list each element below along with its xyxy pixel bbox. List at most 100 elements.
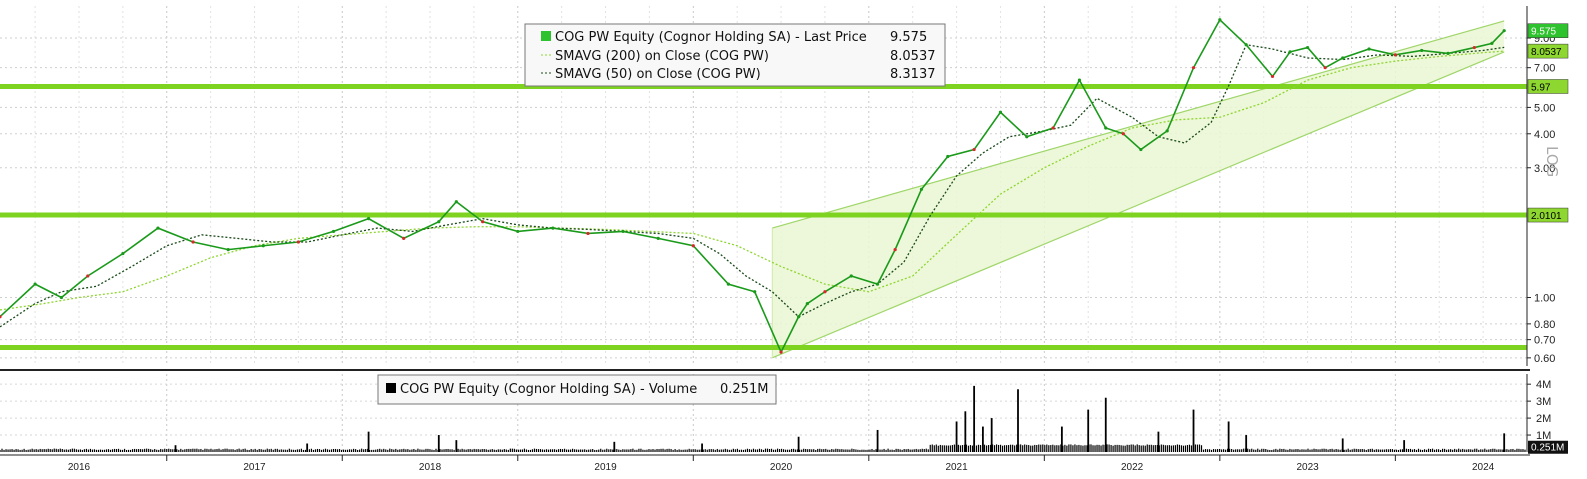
price-point [893, 248, 897, 252]
price-point [823, 290, 827, 294]
sma200-legend-value: 8.0537 [890, 49, 936, 64]
channel-upper-line [772, 20, 1505, 229]
price-point [1077, 78, 1082, 82]
log-scale-label: LOG [1543, 146, 1561, 177]
price-legend-value: 9.575 [890, 30, 927, 45]
x-tick-label: 2022 [1121, 462, 1144, 473]
price-point [33, 282, 37, 286]
x-tick-label: 2020 [770, 462, 793, 473]
price-point [1367, 47, 1371, 51]
volume-grid [0, 374, 1527, 452]
channel-lower-line [772, 51, 1505, 359]
price-point [1244, 43, 1248, 47]
price-point [621, 229, 625, 234]
sma200-legend-text: SMAVG (200) on Close (COG PW) [555, 49, 769, 64]
price-point [454, 200, 458, 204]
sma50-legend-value: 8.3137 [890, 67, 936, 82]
price-point [998, 110, 1003, 114]
x-axis: 2016 2017 2018 2019 2020 2021 2022 2023 2024 [68, 455, 1495, 473]
price-point [1472, 45, 1476, 50]
price-y-tick-label: 3.00 [1534, 163, 1555, 175]
price-point [1025, 135, 1029, 139]
price-point [1051, 126, 1055, 130]
price-point [1502, 29, 1506, 33]
price-point [946, 154, 950, 159]
price-point [331, 229, 336, 234]
price-point [1121, 132, 1125, 136]
price-point [366, 217, 371, 221]
price-y-tick-label: 0.70 [1534, 335, 1555, 347]
price-legend: COG PW Equity (Cognor Holding SA) - Last… [524, 23, 946, 87]
volume-value-tag-text: 0.251M [1531, 443, 1564, 454]
x-tick-label: 2019 [594, 462, 617, 473]
price-point [779, 350, 783, 354]
price-y-tick-label: 0.60 [1534, 353, 1555, 365]
price-point [691, 244, 695, 248]
value-tags: 9.575 8.0537 5.97 2.0101 [1527, 23, 1569, 223]
price-point [726, 282, 730, 286]
trend-channel [771, 20, 1505, 359]
price-y-tick-label: 0.80 [1534, 319, 1555, 331]
value-tag-box [1527, 23, 1569, 38]
price-point [437, 220, 441, 224]
x-tick-label: 2016 [68, 462, 91, 473]
price-point [1165, 129, 1169, 133]
price-point [1306, 45, 1310, 50]
volume-value-tag-box [1528, 440, 1568, 454]
price-legend-text: COG PW Equity (Cognor Holding SA) - Last… [555, 30, 867, 45]
volume-bars [0, 385, 1526, 452]
price-point [156, 226, 160, 230]
x-tick-label: 2018 [419, 462, 442, 473]
price-point [753, 290, 757, 294]
price-point [551, 226, 555, 230]
price-point [1446, 51, 1450, 55]
price-point [805, 301, 809, 306]
volume-y-tick-label: 3M [1536, 396, 1551, 408]
x-tick-label: 2023 [1296, 462, 1319, 473]
price-point [121, 252, 125, 256]
price-y-tick-label: 5.00 [1534, 102, 1555, 114]
price-point [919, 187, 924, 191]
volume-legend-swatch [386, 383, 396, 393]
price-point [849, 274, 853, 278]
price-point [1139, 147, 1143, 152]
volume-legend-text: COG PW Equity (Cognor Holding SA) - Volu… [400, 382, 697, 397]
price-legend-box [524, 23, 946, 87]
price-point [296, 240, 300, 244]
sma50-legend-text: SMAVG (50) on Close (COG PW) [555, 67, 761, 82]
price-point [1393, 53, 1397, 57]
value-tag-box [1527, 207, 1569, 223]
volume-legend: COG PW Equity (Cognor Holding SA) - Volu… [377, 374, 777, 405]
price-point [1191, 66, 1196, 70]
price-point [875, 282, 880, 286]
price-point [481, 220, 485, 224]
price-point [1288, 50, 1292, 54]
price-point [1218, 18, 1222, 22]
price-y-axis: 9.007.005.004.003.001.000.800.700.60 [1526, 6, 1555, 366]
price-panel: 9.007.005.004.003.001.000.800.700.60 9.5… [0, 6, 1569, 366]
price-point [1270, 74, 1275, 79]
volume-y-tick-label: 1M [1536, 430, 1551, 442]
price-legend-swatch [541, 31, 551, 41]
price-point [226, 248, 230, 252]
price-point [516, 229, 520, 234]
price-series [0, 18, 1506, 354]
x-tick-label: 2017 [243, 462, 266, 473]
volume-legend-value: 0.251M [720, 382, 768, 397]
price-y-tick-label: 1.00 [1534, 293, 1555, 305]
price-point [261, 244, 265, 248]
value-tag-text: 8.0537 [1531, 47, 1562, 58]
price-point [59, 295, 64, 300]
value-tag-text: 5.97 [1531, 82, 1551, 93]
price-point [656, 236, 660, 240]
x-tick-label: 2021 [945, 462, 968, 473]
value-tag-text: 9.575 [1531, 27, 1556, 38]
price-point [797, 315, 801, 319]
price-point [1323, 66, 1327, 70]
volume-y-axis: 4M 3M 2M 1M0.251M [1526, 374, 1568, 454]
value-tag-box [1527, 79, 1569, 94]
price-y-tick-label: 7.00 [1534, 63, 1555, 75]
x-tick-label: 2024 [1472, 462, 1495, 473]
